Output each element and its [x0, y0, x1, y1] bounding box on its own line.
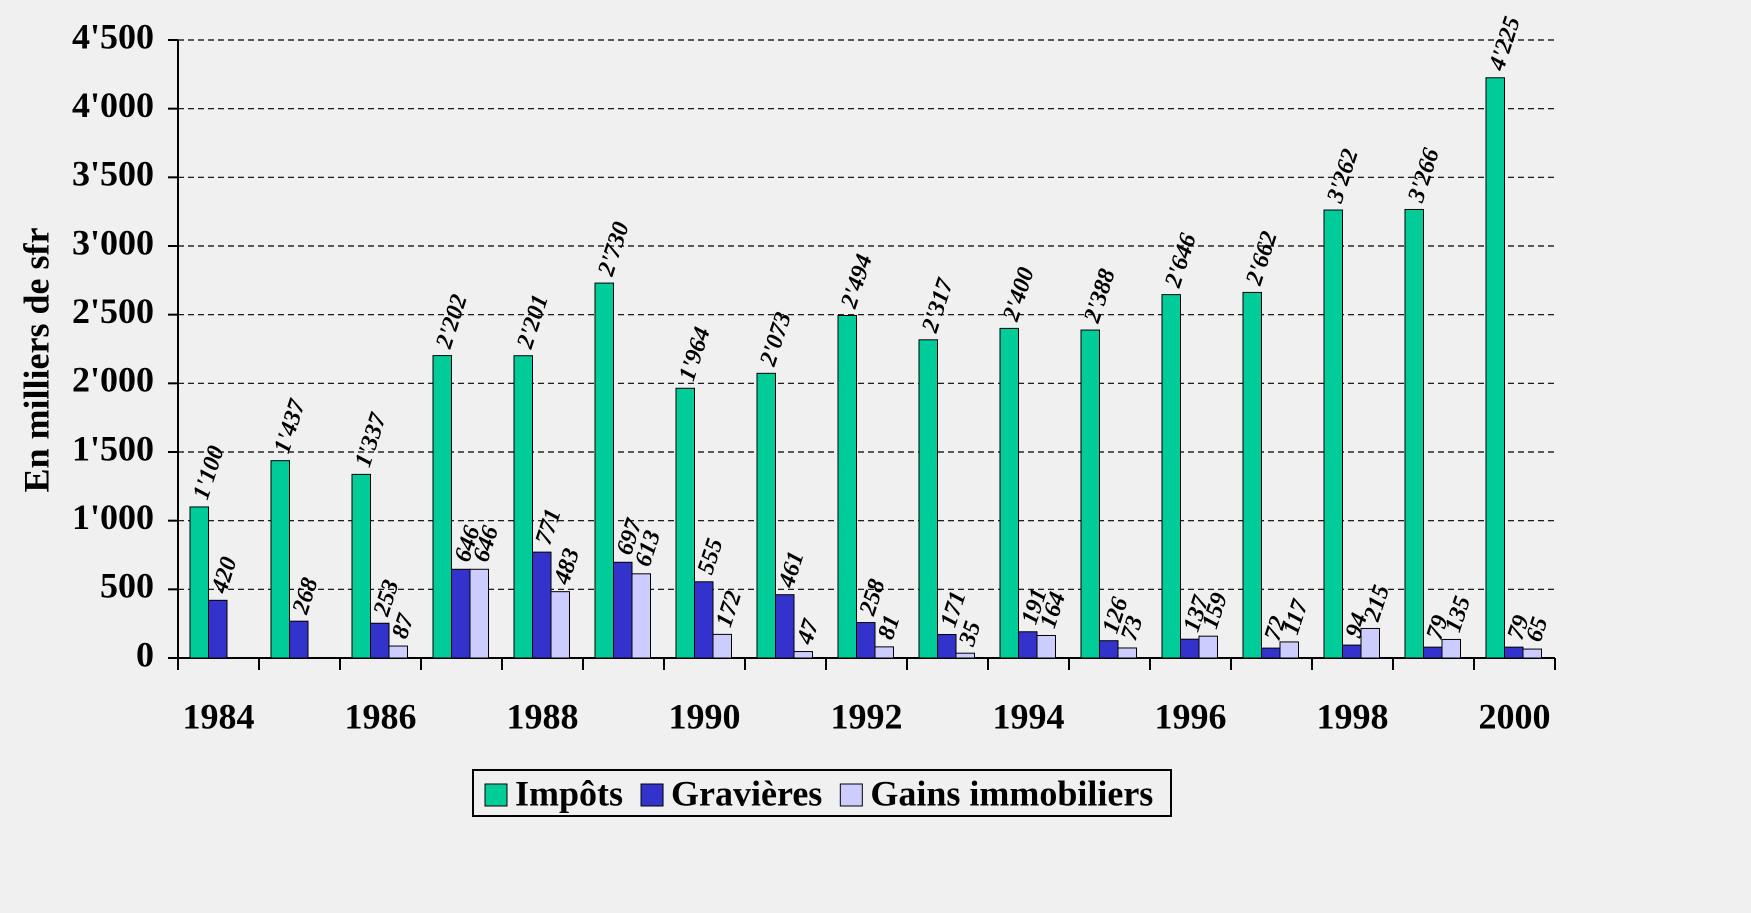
y-tick-label: 3'500 [72, 154, 154, 194]
x-tick-label: 1998 [1317, 696, 1389, 736]
bar [594, 282, 614, 659]
bar [1117, 647, 1137, 659]
bar [1522, 648, 1542, 659]
legend-swatch [484, 783, 508, 807]
x-tick-label: 1992 [831, 696, 903, 736]
y-tick-label: 1'000 [72, 497, 154, 537]
bar [469, 568, 489, 659]
bar [1180, 638, 1200, 659]
bar [1279, 641, 1299, 659]
bar [1161, 294, 1181, 659]
legend-label: Impôts [515, 773, 623, 813]
bar [712, 633, 732, 659]
bar [775, 594, 795, 659]
bar [918, 339, 938, 659]
bar [999, 327, 1019, 659]
x-tick-label: 1990 [669, 696, 741, 736]
legend-swatch [640, 783, 664, 807]
y-tick-label: 500 [100, 566, 154, 606]
legend-label: Gains immobiliers [870, 773, 1153, 813]
x-tick-label: 1984 [183, 696, 255, 736]
y-tick-label: 4'000 [72, 85, 154, 125]
bar [874, 646, 894, 659]
bar [1404, 208, 1424, 659]
bar [793, 651, 813, 659]
legend-box [472, 769, 1172, 817]
bar [189, 506, 209, 659]
bar [451, 568, 471, 659]
bar [675, 387, 695, 659]
bar [532, 551, 552, 659]
bar [1485, 77, 1505, 659]
bar [370, 622, 390, 659]
bar [513, 355, 533, 659]
bar [1261, 647, 1281, 659]
bar [937, 634, 957, 659]
bar [613, 561, 633, 659]
bar [955, 652, 975, 659]
bar [756, 372, 776, 659]
x-tick-label: 1996 [1155, 696, 1227, 736]
x-tick-label: 1988 [507, 696, 579, 736]
y-tick-label: 2'000 [72, 360, 154, 400]
legend-label: Gravières [671, 773, 822, 813]
bar [1018, 631, 1038, 659]
bar [1080, 329, 1100, 659]
x-tick-label: 1994 [993, 696, 1065, 736]
bar [388, 645, 408, 659]
bar [1198, 635, 1218, 659]
bar [351, 473, 371, 659]
bar [1441, 638, 1461, 659]
bar [631, 573, 651, 659]
y-tick-label: 0 [136, 634, 154, 674]
bar [208, 599, 228, 659]
y-axis-label: En milliers de sfr [16, 227, 56, 492]
bar [1099, 640, 1119, 659]
bar [550, 591, 570, 659]
bar [1242, 291, 1262, 659]
bar [289, 620, 309, 659]
y-tick-label: 1'500 [72, 428, 154, 468]
legend-swatch [839, 783, 863, 807]
bar [837, 314, 857, 659]
bar [856, 622, 876, 659]
x-tick-label: 1986 [345, 696, 417, 736]
bar [1423, 646, 1443, 659]
bar [270, 460, 290, 659]
bar [1360, 627, 1380, 659]
x-tick-label: 2000 [1479, 696, 1551, 736]
bar [432, 355, 452, 659]
bar [1504, 646, 1524, 659]
bar [1323, 209, 1343, 659]
y-tick-label: 2'500 [72, 291, 154, 331]
bar [1342, 644, 1362, 659]
y-tick-label: 4'500 [72, 16, 154, 56]
bar [694, 581, 714, 659]
bar [1036, 634, 1056, 659]
y-tick-label: 3'000 [72, 222, 154, 262]
